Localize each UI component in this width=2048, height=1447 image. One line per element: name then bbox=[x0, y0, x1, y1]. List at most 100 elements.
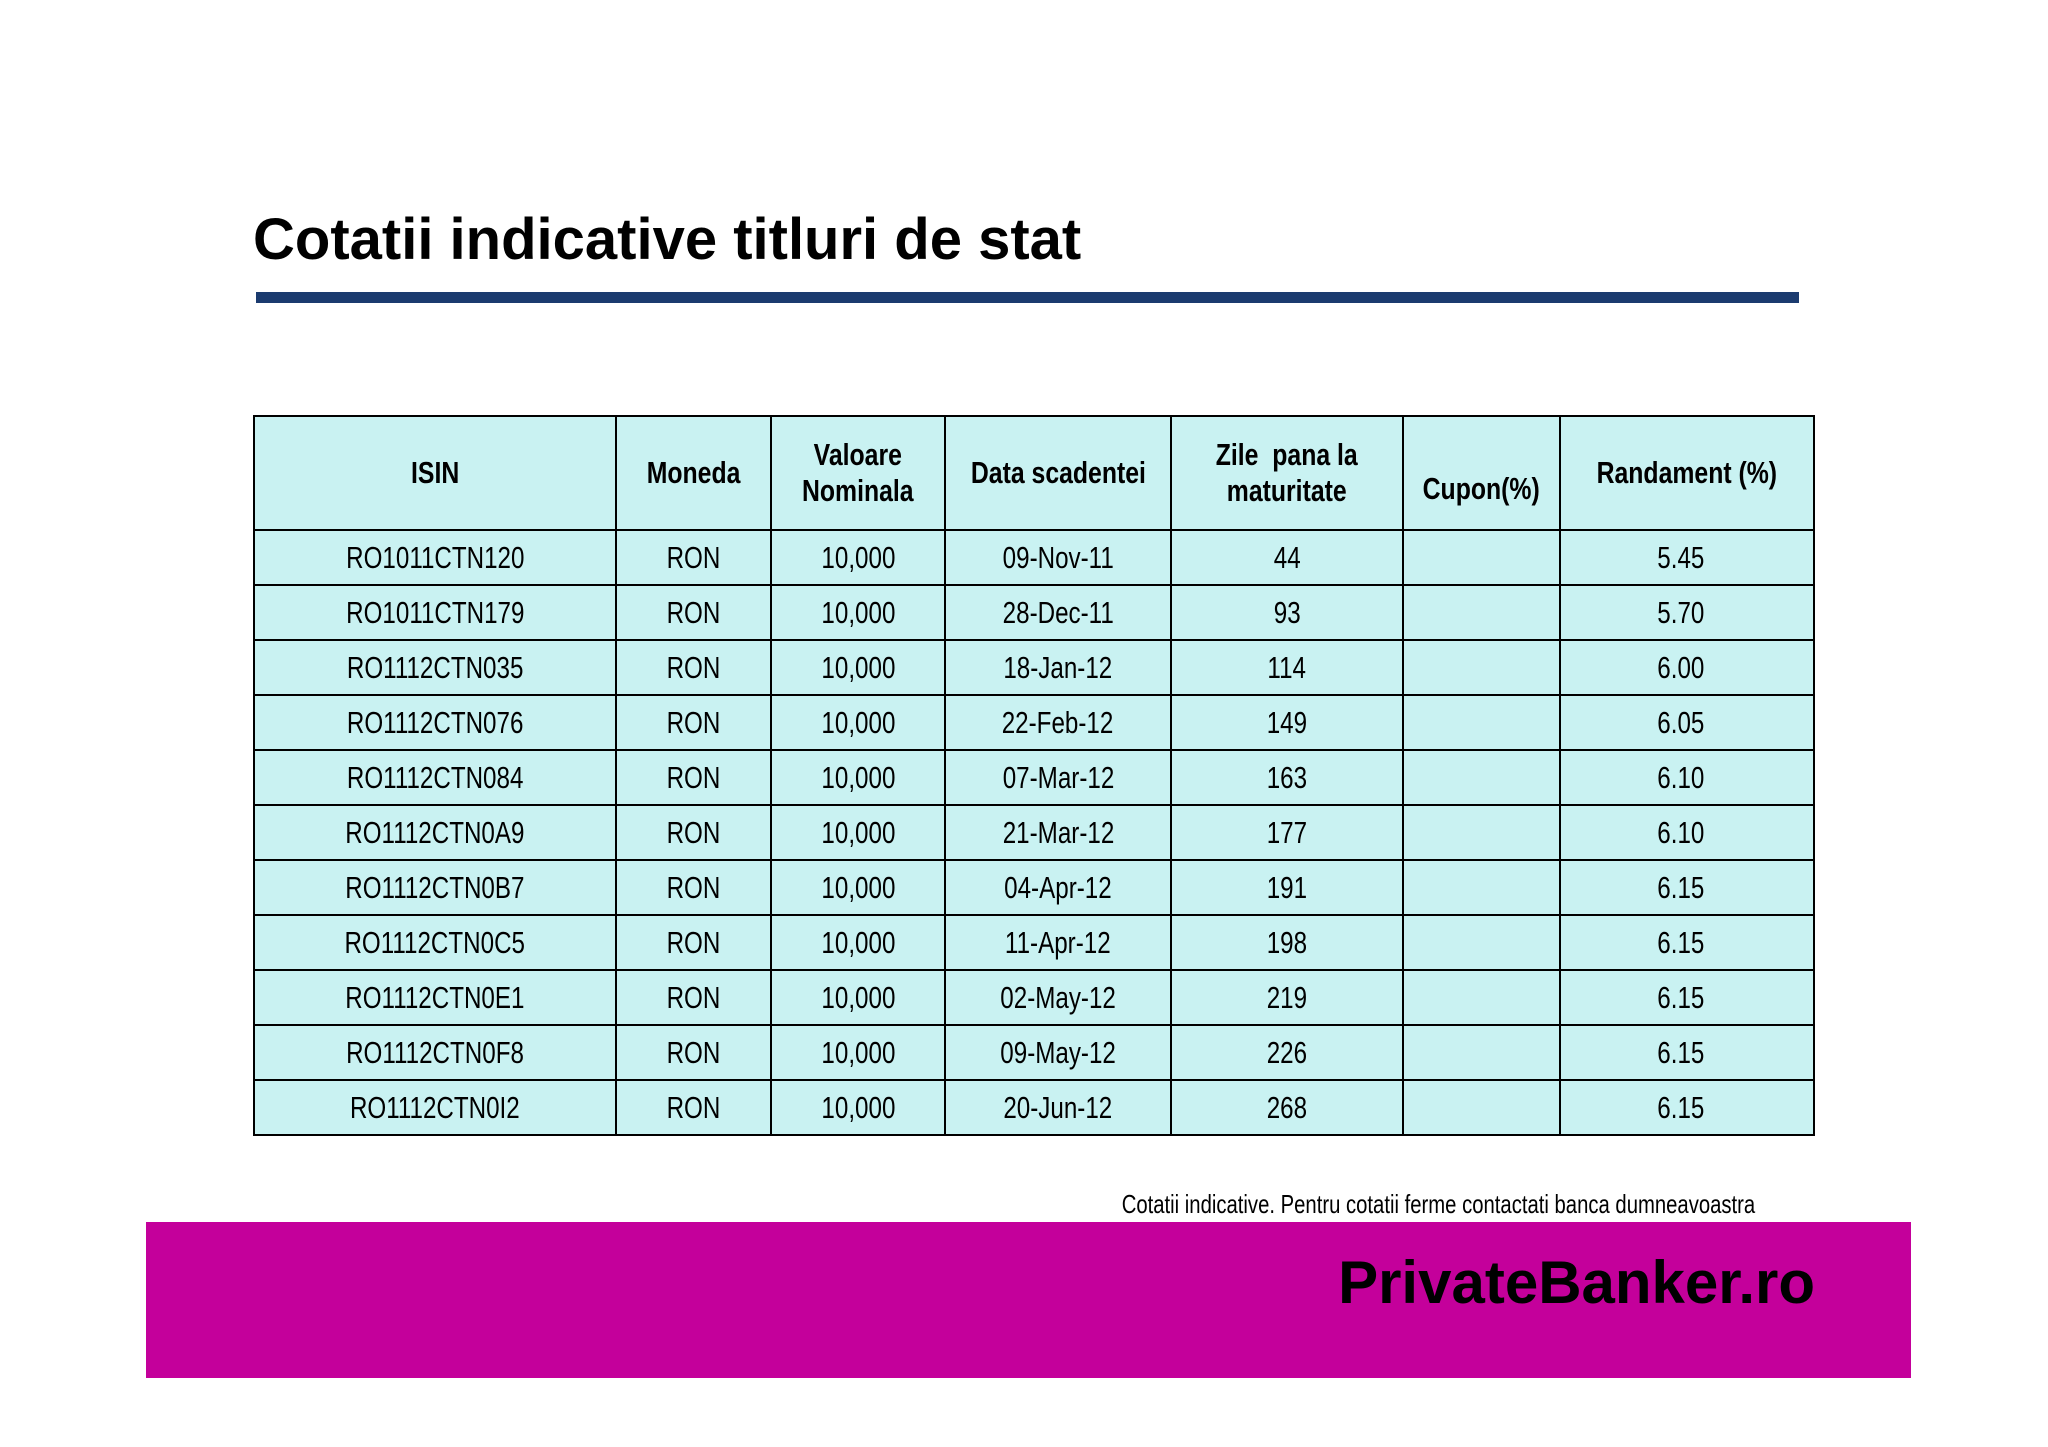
cell-isin: RO1011CTN120 bbox=[253, 529, 617, 586]
column-header-randament: Randament (%) bbox=[1559, 415, 1815, 531]
cell-valoare: 10,000 bbox=[770, 749, 946, 806]
column-header-cupon: Cupon(%) bbox=[1402, 415, 1561, 531]
cell-moneda: RON bbox=[615, 749, 772, 806]
cell-randament: 6.05 bbox=[1559, 694, 1815, 751]
cell-zile: 149 bbox=[1170, 694, 1404, 751]
table-row: RO1112CTN035 RON 10,000 18-Jan-12 114 6.… bbox=[253, 639, 1815, 696]
cell-zile: 93 bbox=[1170, 584, 1404, 641]
cell-data-scadentei: 09-May-12 bbox=[944, 1024, 1172, 1081]
cell-randament: 6.10 bbox=[1559, 749, 1815, 806]
column-header-zile-pana-la-maturitate: Zile pana la maturitate bbox=[1170, 415, 1404, 531]
table-row: RO1112CTN076 RON 10,000 22-Feb-12 149 6.… bbox=[253, 694, 1815, 751]
cell-randament: 6.15 bbox=[1559, 859, 1815, 916]
cell-valoare: 10,000 bbox=[770, 859, 946, 916]
cell-zile: 191 bbox=[1170, 859, 1404, 916]
cell-isin: RO1112CTN0I2 bbox=[253, 1079, 617, 1136]
table-row: RO1112CTN0A9 RON 10,000 21-Mar-12 177 6.… bbox=[253, 804, 1815, 861]
cell-moneda: RON bbox=[615, 1079, 772, 1136]
cell-randament: 6.15 bbox=[1559, 914, 1815, 971]
cell-cupon bbox=[1402, 694, 1561, 751]
disclaimer-caption: Cotatii indicative. Pentru cotatii ferme… bbox=[1121, 1189, 1755, 1219]
cell-data-scadentei: 22-Feb-12 bbox=[944, 694, 1172, 751]
table-row: RO1112CTN0C5 RON 10,000 11-Apr-12 198 6.… bbox=[253, 914, 1815, 971]
cell-zile: 268 bbox=[1170, 1079, 1404, 1136]
cell-moneda: RON bbox=[615, 1024, 772, 1081]
table-row: RO1011CTN120 RON 10,000 09-Nov-11 44 5.4… bbox=[253, 529, 1815, 586]
cell-randament: 6.10 bbox=[1559, 804, 1815, 861]
column-header-moneda: Moneda bbox=[615, 415, 772, 531]
cell-isin: RO1112CTN035 bbox=[253, 639, 617, 696]
table-header-row: ISIN Moneda Valoare Nominala Data scaden… bbox=[253, 415, 1815, 531]
cell-cupon bbox=[1402, 749, 1561, 806]
page-title: Cotatii indicative titluri de stat bbox=[253, 207, 1082, 272]
table-row: RO1112CTN0I2 RON 10,000 20-Jun-12 268 6.… bbox=[253, 1079, 1815, 1136]
cell-isin: RO1112CTN0A9 bbox=[253, 804, 617, 861]
table-row: RO1011CTN179 RON 10,000 28-Dec-11 93 5.7… bbox=[253, 584, 1815, 641]
cell-valoare: 10,000 bbox=[770, 1079, 946, 1136]
cell-isin: RO1112CTN076 bbox=[253, 694, 617, 751]
cell-moneda: RON bbox=[615, 529, 772, 586]
cell-valoare: 10,000 bbox=[770, 804, 946, 861]
cell-zile: 219 bbox=[1170, 969, 1404, 1026]
cell-moneda: RON bbox=[615, 914, 772, 971]
cell-data-scadentei: 18-Jan-12 bbox=[944, 639, 1172, 696]
cell-randament: 5.70 bbox=[1559, 584, 1815, 641]
cell-cupon bbox=[1402, 529, 1561, 586]
cell-valoare: 10,000 bbox=[770, 584, 946, 641]
cell-data-scadentei: 09-Nov-11 bbox=[944, 529, 1172, 586]
cell-zile: 198 bbox=[1170, 914, 1404, 971]
cell-cupon bbox=[1402, 969, 1561, 1026]
cell-randament: 6.15 bbox=[1559, 1024, 1815, 1081]
column-header-data-scadentei: Data scadentei bbox=[944, 415, 1172, 531]
cell-moneda: RON bbox=[615, 694, 772, 751]
cell-zile: 177 bbox=[1170, 804, 1404, 861]
title-underline-rule bbox=[256, 292, 1799, 303]
cell-data-scadentei: 02-May-12 bbox=[944, 969, 1172, 1026]
table-row: RO1112CTN0B7 RON 10,000 04-Apr-12 191 6.… bbox=[253, 859, 1815, 916]
cell-cupon bbox=[1402, 859, 1561, 916]
cell-randament: 6.15 bbox=[1559, 969, 1815, 1026]
cell-moneda: RON bbox=[615, 639, 772, 696]
cell-zile: 44 bbox=[1170, 529, 1404, 586]
cell-valoare: 10,000 bbox=[770, 914, 946, 971]
cell-valoare: 10,000 bbox=[770, 639, 946, 696]
cell-valoare: 10,000 bbox=[770, 1024, 946, 1081]
table-row: RO1112CTN0F8 RON 10,000 09-May-12 226 6.… bbox=[253, 1024, 1815, 1081]
table-row: RO1112CTN0E1 RON 10,000 02-May-12 219 6.… bbox=[253, 969, 1815, 1026]
cell-data-scadentei: 04-Apr-12 bbox=[944, 859, 1172, 916]
cell-randament: 6.00 bbox=[1559, 639, 1815, 696]
cell-isin: RO1112CTN0C5 bbox=[253, 914, 617, 971]
cell-data-scadentei: 11-Apr-12 bbox=[944, 914, 1172, 971]
cell-cupon bbox=[1402, 804, 1561, 861]
cell-data-scadentei: 28-Dec-11 bbox=[944, 584, 1172, 641]
cell-isin: RO1112CTN0E1 bbox=[253, 969, 617, 1026]
cell-valoare: 10,000 bbox=[770, 694, 946, 751]
cell-cupon bbox=[1402, 584, 1561, 641]
brand-logo-text: PrivateBanker.ro bbox=[1338, 1248, 1815, 1316]
cell-isin: RO1112CTN084 bbox=[253, 749, 617, 806]
column-header-isin: ISIN bbox=[253, 415, 617, 531]
cell-cupon bbox=[1402, 1024, 1561, 1081]
cell-moneda: RON bbox=[615, 859, 772, 916]
cell-data-scadentei: 20-Jun-12 bbox=[944, 1079, 1172, 1136]
cell-valoare: 10,000 bbox=[770, 969, 946, 1026]
cell-zile: 114 bbox=[1170, 639, 1404, 696]
cell-isin: RO1011CTN179 bbox=[253, 584, 617, 641]
quotes-table: ISIN Moneda Valoare Nominala Data scaden… bbox=[253, 415, 1815, 1136]
table-row: RO1112CTN084 RON 10,000 07-Mar-12 163 6.… bbox=[253, 749, 1815, 806]
cell-cupon bbox=[1402, 639, 1561, 696]
cell-data-scadentei: 21-Mar-12 bbox=[944, 804, 1172, 861]
cell-randament: 5.45 bbox=[1559, 529, 1815, 586]
cell-valoare: 10,000 bbox=[770, 529, 946, 586]
cell-zile: 226 bbox=[1170, 1024, 1404, 1081]
cell-isin: RO1112CTN0B7 bbox=[253, 859, 617, 916]
cell-moneda: RON bbox=[615, 804, 772, 861]
cell-cupon bbox=[1402, 1079, 1561, 1136]
cell-randament: 6.15 bbox=[1559, 1079, 1815, 1136]
cell-zile: 163 bbox=[1170, 749, 1404, 806]
cell-moneda: RON bbox=[615, 969, 772, 1026]
cell-cupon bbox=[1402, 914, 1561, 971]
footer-brand-bar: PrivateBanker.ro bbox=[146, 1222, 1911, 1378]
column-header-valoare-nominala: Valoare Nominala bbox=[770, 415, 946, 531]
